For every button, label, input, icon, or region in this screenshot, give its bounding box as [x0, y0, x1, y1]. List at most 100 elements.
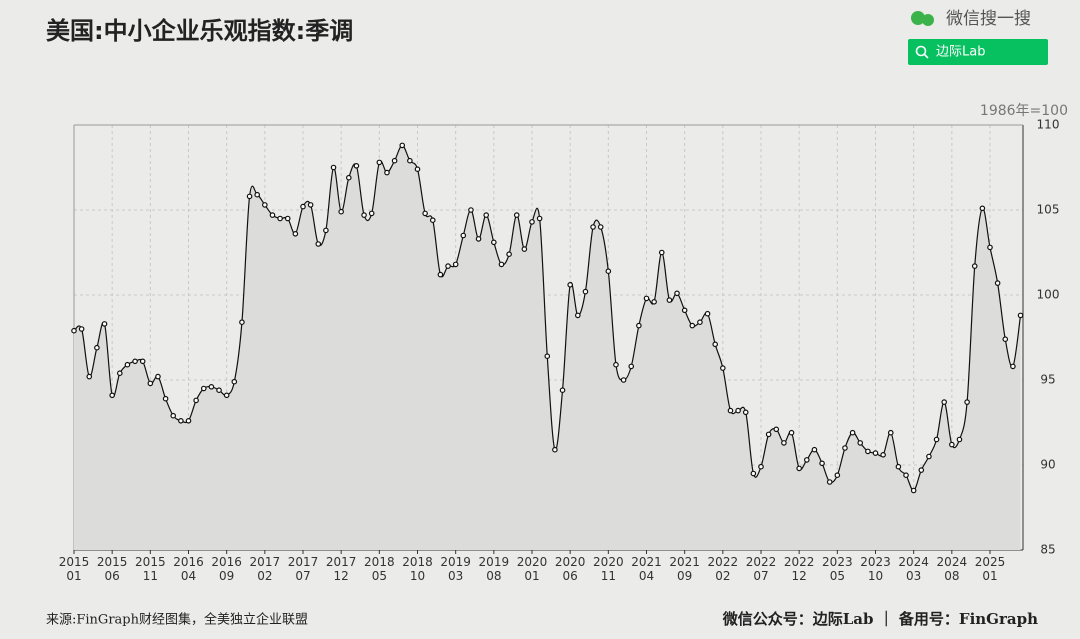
x-tick-label: 2022 12: [784, 555, 815, 583]
point: [903, 472, 909, 479]
point: [651, 298, 657, 305]
x-tick-label: 2018 05: [364, 555, 395, 583]
point: [277, 215, 283, 222]
point: [262, 202, 268, 208]
point: [681, 307, 688, 314]
point: [987, 244, 993, 251]
search-icon: [923, 53, 929, 59]
point: [1017, 312, 1024, 319]
point: [315, 241, 322, 247]
point: [819, 460, 825, 467]
point: [407, 157, 413, 164]
point: [956, 436, 963, 443]
search-text: 边际Lab: [936, 45, 985, 60]
point: [109, 392, 115, 399]
x-tick-label: 2016 09: [211, 555, 242, 583]
x-tick-label: 2019 03: [440, 555, 471, 583]
point: [994, 280, 1001, 286]
point: [117, 370, 123, 377]
point: [452, 261, 459, 268]
wechat-icon: [911, 11, 925, 25]
point: [300, 203, 306, 210]
point: [330, 164, 337, 171]
y-tick-label: 90: [1040, 458, 1055, 472]
point: [559, 387, 566, 394]
point: [788, 429, 795, 436]
point: [345, 174, 352, 181]
source: 来源:FinGraph财经图集，全美独立企业联盟: [46, 612, 308, 628]
x-tick-label: 2018 10: [402, 555, 433, 583]
point: [666, 297, 673, 303]
search-icon: [915, 45, 927, 57]
x-tick-label: 2017 12: [326, 555, 357, 583]
point: [849, 429, 856, 436]
unit-label: 1986年=100: [980, 103, 1068, 119]
point: [857, 440, 864, 446]
point: [78, 326, 85, 332]
point: [147, 380, 154, 387]
point: [918, 467, 925, 473]
point: [208, 383, 215, 390]
point: [735, 407, 741, 414]
point: [590, 224, 596, 230]
point: [361, 212, 367, 218]
x-tick-label: 2021 09: [669, 555, 700, 583]
point: [521, 246, 528, 252]
point: [475, 236, 482, 242]
point: [765, 431, 772, 438]
point: [674, 290, 680, 297]
point: [368, 210, 375, 217]
point: [628, 363, 635, 370]
point: [246, 193, 253, 200]
point: [338, 208, 344, 215]
search-box[interactable]: [908, 39, 1048, 65]
point: [712, 341, 719, 348]
x-tick-label: 2021 04: [631, 555, 662, 583]
x-tick-label: 2020 11: [593, 555, 624, 583]
point: [1002, 336, 1009, 343]
point: [536, 215, 543, 222]
point: [468, 207, 474, 213]
point: [216, 387, 222, 394]
point: [391, 157, 398, 164]
point: [384, 169, 390, 176]
point: [636, 322, 642, 329]
point: [132, 358, 138, 365]
point: [658, 249, 665, 256]
point: [544, 353, 551, 360]
point: [506, 251, 512, 258]
y-tick-label: 105: [1037, 203, 1060, 217]
x-tick-label: 2024 08: [937, 555, 968, 583]
point: [895, 463, 902, 470]
point: [513, 212, 520, 218]
point: [552, 446, 558, 453]
point: [826, 479, 833, 485]
y-tick-label: 110: [1037, 118, 1060, 132]
point: [94, 344, 100, 351]
point: [460, 232, 467, 239]
point: [964, 399, 970, 405]
x-tick-label: 2025 01: [975, 555, 1006, 583]
point: [269, 212, 276, 218]
point: [704, 310, 711, 317]
point: [71, 327, 77, 334]
point: [200, 385, 207, 392]
y-tick-label: 95: [1040, 373, 1055, 387]
point: [155, 373, 161, 380]
point: [834, 472, 841, 479]
point: [1010, 363, 1016, 370]
point: [697, 319, 703, 326]
point: [910, 487, 917, 494]
point: [613, 361, 619, 368]
x-tick-label: 2022 07: [746, 555, 777, 583]
chart-title: 美国:中小企业乐观指数:季调: [46, 17, 353, 45]
point: [574, 312, 581, 319]
watermark: 微信搜一搜: [946, 9, 1031, 29]
x-tick-label: 2015 11: [135, 555, 166, 583]
point: [880, 451, 886, 458]
area: [74, 145, 1021, 550]
point: [323, 227, 329, 234]
point: [803, 457, 810, 463]
x-tick-label: 2020 01: [517, 555, 548, 583]
